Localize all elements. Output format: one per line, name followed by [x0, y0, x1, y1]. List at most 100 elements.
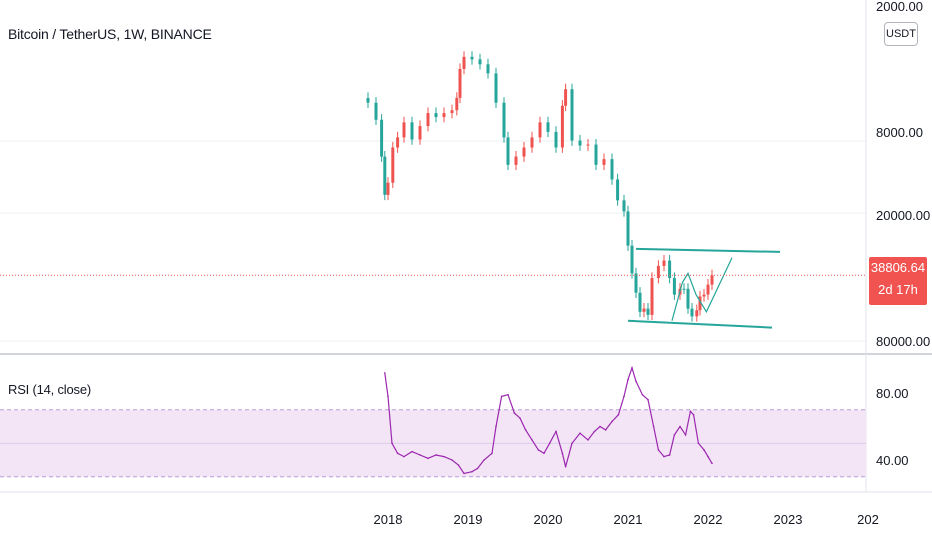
- candle-body: [494, 73, 498, 103]
- candle-body: [650, 278, 654, 315]
- candle-body: [594, 144, 598, 165]
- rsi-indicator-label[interactable]: RSI (14, close): [8, 382, 91, 397]
- currency-button[interactable]: USDT: [884, 22, 918, 46]
- candle-body: [646, 308, 650, 315]
- candle-body: [695, 310, 699, 317]
- rsi-point: [561, 452, 564, 455]
- candle-body: [486, 64, 490, 74]
- candle-body: [586, 144, 590, 146]
- rsi-point: [543, 452, 545, 455]
- rsi-point: [471, 470, 473, 473]
- candle-body: [578, 140, 582, 146]
- candle-body: [502, 102, 506, 138]
- rsi-point: [571, 442, 573, 445]
- rsi-point: [411, 450, 413, 453]
- rsi-point: [537, 449, 540, 451]
- candle-body: [434, 113, 438, 118]
- candle-body: [668, 260, 672, 279]
- candle-body: [530, 137, 534, 148]
- rsi-point: [668, 454, 671, 456]
- rsi-point: [617, 413, 620, 416]
- candle-body: [662, 260, 666, 266]
- rsi-point: [495, 425, 497, 428]
- candle-body: [538, 122, 542, 138]
- rsi-point: [657, 449, 660, 451]
- rsi-point: [627, 378, 629, 381]
- candle-body: [478, 59, 482, 65]
- candle-body: [564, 89, 568, 106]
- time-tick-label: 2021: [614, 512, 643, 527]
- candle-body: [455, 97, 459, 111]
- candle-body: [570, 89, 574, 141]
- time-tick-label: 2022: [694, 512, 723, 527]
- rsi-point: [457, 464, 460, 466]
- rsi-point: [524, 429, 527, 431]
- rsi-point: [663, 455, 665, 458]
- candle-body: [506, 137, 510, 165]
- channel-lower-line: [635, 247, 781, 253]
- rsi-point: [707, 455, 709, 458]
- candle-body: [514, 156, 518, 165]
- rsi-pane: [0, 365, 866, 478]
- rsi-point: [684, 434, 687, 436]
- rsi-point: [599, 425, 601, 428]
- projection-polyline: [671, 257, 733, 321]
- rsi-point: [604, 429, 607, 431]
- candle-body: [706, 284, 710, 295]
- candle-body: [366, 98, 370, 103]
- rsi-point: [611, 420, 613, 423]
- candle-body: [610, 159, 614, 180]
- candle-body: [462, 56, 466, 69]
- rsi-point: [391, 442, 393, 445]
- symbol-title[interactable]: Bitcoin / TetherUS, 1W, BINANCE: [8, 26, 212, 42]
- rsi-point: [692, 413, 695, 416]
- rsi-point: [652, 425, 655, 428]
- rsi-point: [703, 449, 705, 451]
- rsi-point: [463, 472, 465, 475]
- candle-body: [396, 137, 400, 148]
- rsi-point: [519, 417, 521, 419]
- rsi-point: [451, 459, 453, 461]
- rsi-point: [483, 459, 485, 461]
- candle-body: [710, 275, 714, 285]
- price-tick-label: 8000.00: [876, 125, 923, 140]
- rsi-point: [396, 452, 399, 455]
- price-pane-grid: [0, 140, 866, 342]
- rsi-point: [697, 442, 700, 445]
- last-price-value: 38806.64: [870, 260, 926, 275]
- price-tick-label: 80000.00: [876, 334, 930, 349]
- rsi-point: [564, 465, 567, 468]
- candle-body: [690, 308, 694, 317]
- time-tick-label: 2019: [454, 512, 483, 527]
- rsi-point: [635, 380, 637, 383]
- price-tick-label: 20000.00: [876, 208, 930, 223]
- candle-body: [402, 122, 406, 138]
- axes: 2000.00 8000.00 20000.00 80000.00 80.00 40.00…: [374, 0, 931, 527]
- rsi-tick-label: 80.00: [876, 386, 909, 401]
- last-price-tag: 38806.64 2d 17h: [869, 257, 927, 305]
- channel-upper-line: [627, 319, 773, 329]
- candle-body: [442, 113, 446, 118]
- candle-body: [380, 119, 384, 157]
- candle-body: [602, 159, 606, 165]
- rsi-point: [631, 367, 633, 369]
- time-tick-label: 2018: [374, 512, 403, 527]
- candle-body: [522, 147, 526, 157]
- candle-body: [698, 296, 702, 311]
- rsi-point: [427, 457, 429, 460]
- candle-body: [622, 200, 626, 212]
- rsi-point: [419, 454, 421, 456]
- time-tick-label: 2023: [774, 512, 803, 527]
- time-tick-label: 202: [857, 512, 879, 527]
- rsi-point: [500, 395, 503, 398]
- candle-body: [560, 105, 564, 148]
- rsi-point: [689, 410, 692, 413]
- rsi-point: [507, 393, 509, 396]
- rsi-point: [531, 439, 533, 441]
- candle-body: [391, 147, 395, 183]
- candle-body: [450, 110, 454, 114]
- candle-body: [638, 292, 642, 312]
- rsi-point: [476, 467, 479, 470]
- candle-body: [616, 179, 620, 201]
